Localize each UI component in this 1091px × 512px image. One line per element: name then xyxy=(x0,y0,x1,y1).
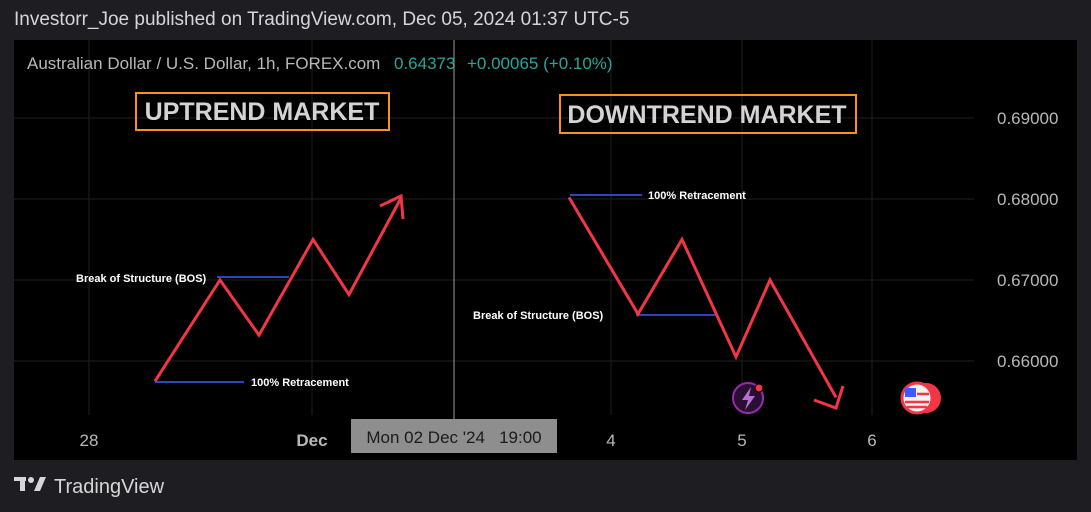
x-tick-4: 4 xyxy=(606,431,615,450)
crosshair-time-label: Mon 02 Dec '24 19:00 xyxy=(351,419,557,453)
y-tick-label: 0.66000 xyxy=(997,352,1058,371)
downtrend-arrowhead xyxy=(813,385,845,410)
lightning-event-icon[interactable] xyxy=(732,382,764,414)
uptrend-zigzag-line xyxy=(153,197,403,383)
chart-svg[interactable]: Australian Dollar / U.S. Dollar, 1h, FOR… xyxy=(14,40,1077,460)
price-value: 0.64373 xyxy=(394,54,455,73)
crosshair-time-text: Mon 02 Dec '24 19:00 xyxy=(366,428,541,447)
price-change: +0.00065 (+0.10%) xyxy=(467,54,613,73)
retracement-label-left: 100% Retracement xyxy=(251,377,349,389)
x-tick-28: 28 xyxy=(80,431,99,450)
us-flag-event-icon[interactable] xyxy=(900,381,941,415)
bos-label-right: Break of Structure (BOS) xyxy=(473,310,604,322)
uptrend-title: UPTREND MARKET xyxy=(145,98,380,126)
y-axis: 0.69000 0.68000 0.67000 0.66000 xyxy=(997,109,1058,371)
downtrend-title: DOWNTREND MARKET xyxy=(567,101,846,129)
grid-lines xyxy=(14,40,974,415)
retracement-label-right: 100% Retracement xyxy=(648,190,746,202)
x-tick-5: 5 xyxy=(737,431,746,450)
footer: TradingView xyxy=(14,470,164,504)
downtrend-title-box: DOWNTREND MARKET xyxy=(559,94,857,134)
x-tick-6: 6 xyxy=(867,431,876,450)
chart-panel[interactable]: Australian Dollar / U.S. Dollar, 1h, FOR… xyxy=(14,40,1077,460)
y-tick-label: 0.67000 xyxy=(997,271,1058,290)
uptrend-title-box: UPTREND MARKET xyxy=(135,92,390,131)
publisher-header: Investorr_Joe published on TradingView.c… xyxy=(0,0,1091,40)
tradingview-brand: TradingView xyxy=(54,475,165,498)
y-tick-label: 0.68000 xyxy=(997,190,1058,209)
bos-label-left: Break of Structure (BOS) xyxy=(76,273,207,285)
series-layer xyxy=(153,196,838,399)
tradingview-logo-icon xyxy=(14,476,46,499)
y-tick-label: 0.69000 xyxy=(997,109,1058,128)
published-text: Investorr_Joe published on TradingView.c… xyxy=(14,9,630,30)
symbol-label: Australian Dollar / U.S. Dollar, 1h, FOR… xyxy=(27,54,380,73)
downtrend-zigzag-line xyxy=(567,196,838,399)
x-tick-dec: Dec xyxy=(296,431,327,450)
uptrend-arrowhead xyxy=(379,193,405,220)
